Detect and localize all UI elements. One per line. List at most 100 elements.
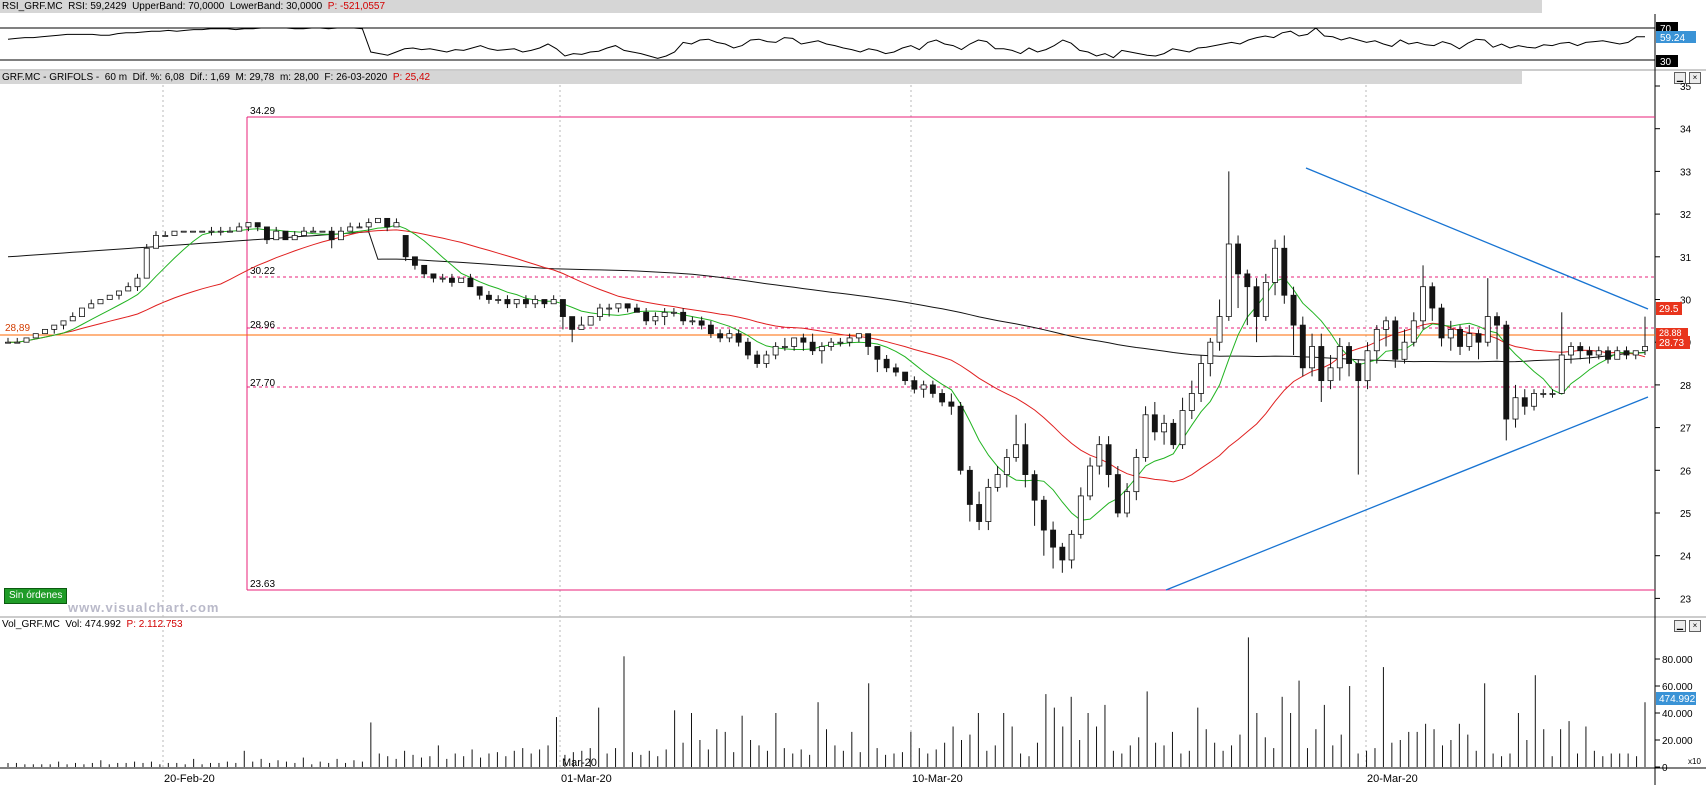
candle-body [717, 333, 724, 339]
price-tick-label: 25 [1680, 509, 1692, 520]
candle-body [1142, 414, 1149, 458]
candle-body [911, 380, 918, 390]
candle-body [1577, 346, 1584, 352]
rsi-value-badge-text: 59.24 [1660, 33, 1685, 44]
candle-body [301, 230, 307, 236]
candle-body [430, 273, 437, 279]
candle-body [1216, 316, 1223, 343]
candle-body [1484, 316, 1491, 343]
volume-axis-ticks: 80.000 60.000 40.000 20.000 0 [1655, 655, 1693, 774]
x-label-01mar: 01-Mar-20 [561, 773, 612, 785]
level-label-28-96: 28.96 [250, 320, 275, 331]
candle-body [402, 235, 409, 258]
candle-body [97, 299, 104, 305]
rsi-tick-70: 70 [1660, 24, 1672, 35]
candle-body [578, 324, 585, 330]
volume-tick-label: 20.000 [1662, 736, 1693, 747]
candle-body [328, 230, 335, 241]
candle-body [1151, 414, 1158, 433]
volume-tick-label: 0 [1662, 763, 1668, 774]
candle-body [1105, 444, 1112, 475]
candle-body [550, 299, 557, 305]
candle-body [171, 230, 178, 236]
candle-body [1133, 457, 1140, 493]
candle-body [1179, 410, 1186, 446]
candle-body [319, 230, 326, 233]
candle-body [245, 222, 252, 228]
price-tick-label: 23 [1680, 594, 1692, 605]
candle-body [1244, 273, 1251, 288]
candle-body [375, 217, 381, 224]
candle-body [1401, 341, 1408, 360]
candle-body [772, 346, 779, 356]
volume-panel-min-button[interactable]: ▁ [1674, 620, 1686, 632]
candle-body [1632, 350, 1639, 356]
badge-hidden: 28.88 [1659, 328, 1682, 338]
candles-group [5, 171, 1648, 573]
ma-short-line [8, 224, 1646, 521]
diff-value: Dif.: 1,69 [189, 72, 230, 83]
volume-bars-group [7, 637, 1646, 767]
price-tick-label: 30 [1680, 296, 1692, 307]
candle-body [60, 320, 67, 326]
candle-body [1383, 320, 1389, 330]
candle-body [1595, 350, 1602, 356]
candle-body [273, 230, 280, 241]
candle-body [1013, 444, 1020, 458]
volume-panel-close-button[interactable]: × [1689, 620, 1701, 632]
price-axis-ticks: 35343332313029282726252423 [1655, 82, 1692, 605]
candle-body [1420, 286, 1426, 322]
price-panel-min-button[interactable]: ▁ [1674, 72, 1686, 84]
sin-ordenes-badge[interactable]: Sin órdenes [4, 588, 68, 604]
candle-body [1050, 529, 1057, 548]
candle-body [1327, 367, 1334, 382]
x-label-20mar: 20-Mar-20 [1367, 773, 1418, 785]
candle-body [264, 226, 270, 241]
candle-body [190, 230, 196, 233]
watermark: www.visualchart.com [68, 600, 220, 615]
upper-trendline[interactable] [1305, 167, 1649, 310]
candle-body [1392, 320, 1399, 360]
candle-body [282, 230, 289, 241]
candle-body [1040, 499, 1047, 531]
candle-body [837, 341, 844, 344]
rsi-p-value: P: -521,0557 [327, 1, 386, 12]
candle-body [791, 337, 798, 347]
level-label-27-70: 27.70 [250, 378, 275, 389]
candle-body [42, 328, 48, 335]
candle-body [476, 286, 483, 296]
candle-body [162, 235, 169, 237]
symbol-name: GRF.MC - GRIFOLS - [2, 72, 100, 83]
candle-body [1318, 346, 1325, 382]
candle-body [1022, 444, 1029, 475]
candle-body [439, 277, 446, 280]
volume-p-value: P: 2.112.753 [126, 619, 183, 630]
candle-body [467, 277, 474, 288]
volume-value-badge: 474.992 [1659, 694, 1696, 705]
candle-body [1299, 324, 1306, 369]
candle-body [707, 324, 714, 335]
candle-body [1447, 328, 1454, 339]
badge-29-5-box [1656, 302, 1682, 315]
candle-body [116, 290, 122, 296]
candle-body [1198, 363, 1205, 394]
lower-trendline[interactable] [1165, 396, 1649, 591]
candle-body [569, 316, 576, 330]
badge-last: 28.73 [1659, 338, 1684, 349]
candle-body [976, 504, 983, 522]
rsi-upper-band: UpperBand: 70,0000 [132, 1, 225, 12]
candle-body [763, 354, 770, 364]
candle-body [291, 235, 298, 241]
candle-body [421, 264, 428, 275]
price-tick-label: 31 [1680, 253, 1692, 264]
candle-body [1114, 474, 1121, 514]
candle-body [1457, 328, 1463, 347]
volume-panel-header: Vol_GRF.MC Vol: 474.992 P: 2.112.753 [0, 618, 1522, 631]
candle-body [88, 303, 95, 309]
candle-body [939, 393, 946, 403]
rsi-panel-header: RSI_GRF.MC RSI: 59,2429 UpperBand: 70,00… [0, 0, 1542, 13]
candle-body [726, 333, 733, 339]
price-panel-close-button[interactable]: × [1689, 72, 1701, 84]
price-tick-label: 28 [1680, 381, 1692, 392]
